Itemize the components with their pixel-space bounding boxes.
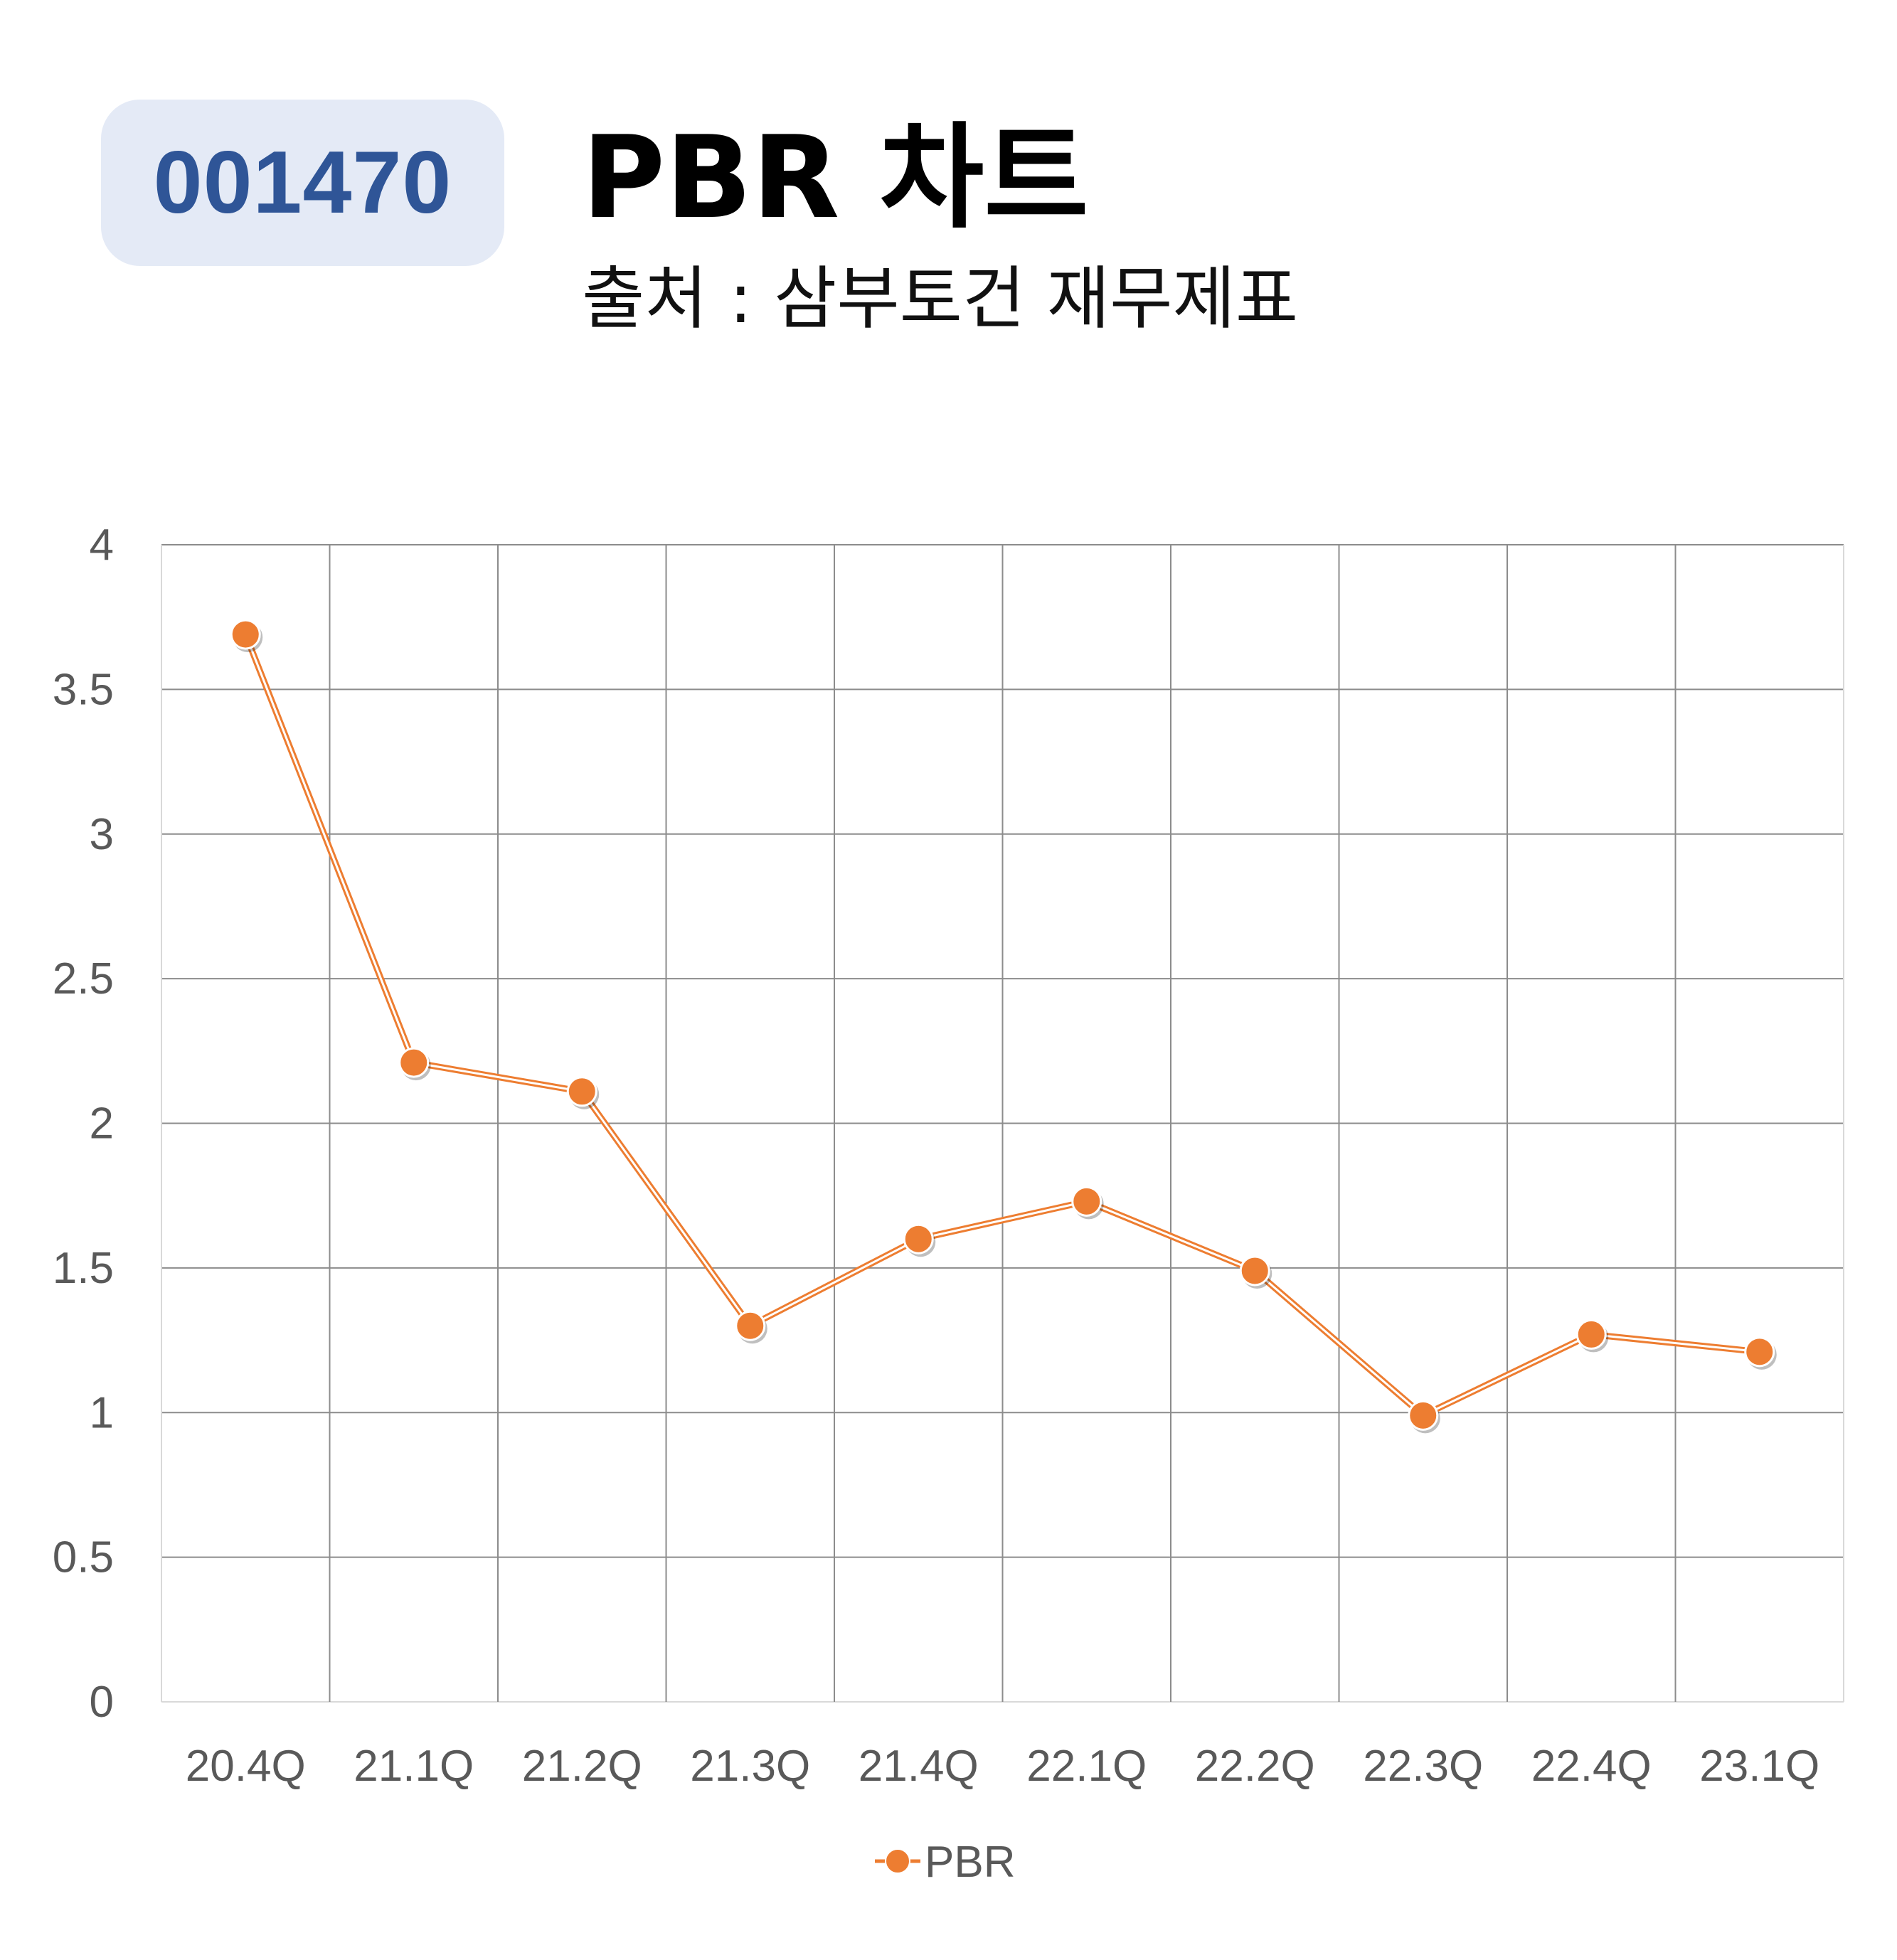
stock-code: 001470 <box>153 134 452 232</box>
data-point <box>1239 1255 1270 1287</box>
y-tick-label: 2.5 <box>53 954 114 1003</box>
x-tick-label: 21.1Q <box>354 1742 474 1791</box>
y-tick-label: 4 <box>90 521 114 570</box>
x-tick-label: 22.3Q <box>1363 1742 1483 1791</box>
data-point <box>398 1047 430 1078</box>
legend-marker <box>885 1848 910 1874</box>
x-tick-label: 20.4Q <box>186 1742 306 1791</box>
series-line-inner <box>244 634 1760 1417</box>
data-point <box>1071 1186 1102 1217</box>
series-layer <box>230 619 1777 1434</box>
y-tick-label: 1.5 <box>53 1244 114 1293</box>
x-tick-label: 21.3Q <box>690 1742 810 1791</box>
data-point <box>735 1310 766 1341</box>
y-tick-label: 3.5 <box>53 665 114 714</box>
legend-label: PBR <box>925 1838 1015 1887</box>
data-point <box>903 1223 934 1255</box>
y-tick-label: 1 <box>90 1388 114 1437</box>
x-tick-label: 22.4Q <box>1531 1742 1652 1791</box>
legend: PBR <box>875 1838 1015 1887</box>
x-tick-label: 23.1Q <box>1699 1742 1819 1791</box>
y-tick-label: 2 <box>90 1099 114 1149</box>
x-axis-ticks: 20.4Q 21.1Q 21.2Q 21.3Q 21.4Q 22.1Q 22.2Q 22.3Q… <box>186 1742 1819 1791</box>
chart-source: 출처 : 삼부토건 재무제표 <box>582 259 1299 339</box>
data-point <box>1744 1336 1775 1368</box>
y-tick-label: 3 <box>90 810 114 859</box>
y-tick-label: 0.5 <box>53 1533 114 1582</box>
y-axis-ticks: 0 0.5 1 1.5 2 2.5 3 3.5 4 <box>53 521 114 1727</box>
data-point <box>1408 1400 1439 1431</box>
x-tick-label: 22.2Q <box>1195 1742 1315 1791</box>
x-tick-label: 21.4Q <box>859 1742 979 1791</box>
x-tick-label: 22.1Q <box>1026 1742 1147 1791</box>
grid-lines <box>161 544 1844 1703</box>
chart-title: PBR 차트 <box>582 111 1089 244</box>
data-point <box>1575 1319 1607 1350</box>
data-point <box>230 619 261 650</box>
x-tick-label: 21.2Q <box>522 1742 642 1791</box>
y-tick-label: 0 <box>90 1678 114 1727</box>
stock-code-badge: 001470 <box>101 100 504 266</box>
data-point <box>566 1076 597 1107</box>
